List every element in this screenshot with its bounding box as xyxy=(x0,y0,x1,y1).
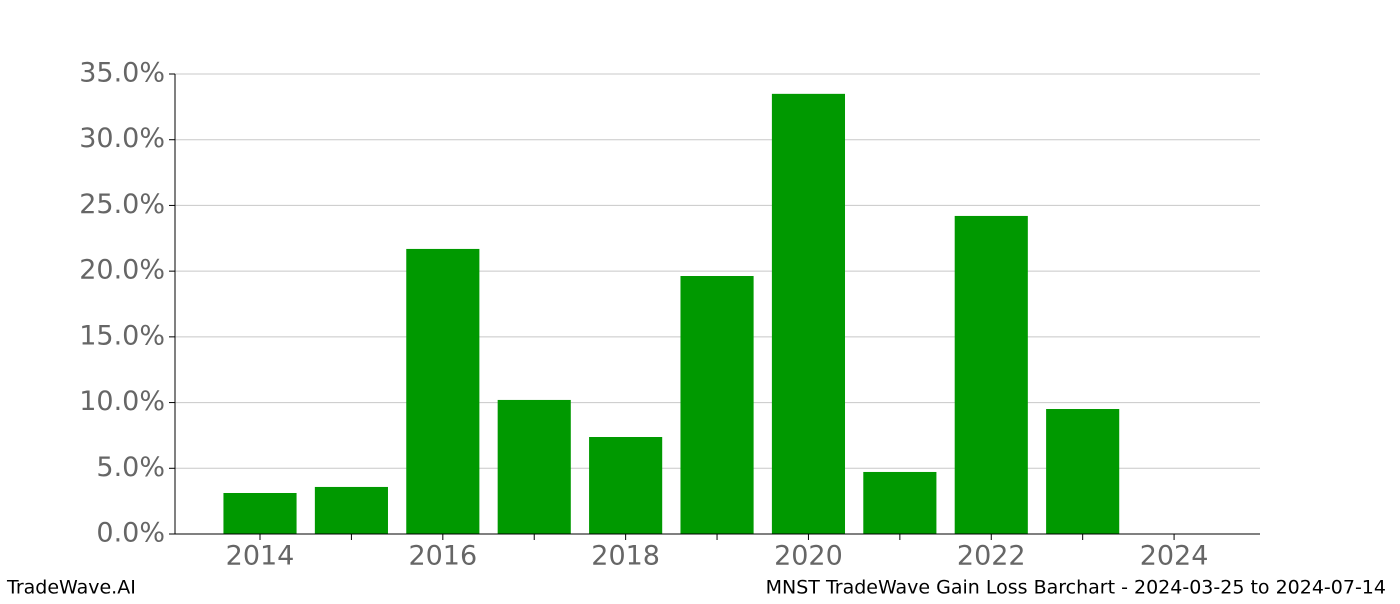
footer-left: TradeWave.AI xyxy=(6,577,136,599)
bar xyxy=(954,215,1028,534)
y-tick-label: 5.0% xyxy=(96,452,165,483)
y-tick-label: 30.0% xyxy=(79,123,165,154)
y-tick-label: 35.0% xyxy=(79,58,165,89)
bar xyxy=(589,437,663,534)
footer-right: MNST TradeWave Gain Loss Barchart - 2024… xyxy=(766,577,1386,599)
y-tick-label: 15.0% xyxy=(79,320,165,351)
x-tick-label: 2014 xyxy=(226,541,295,572)
y-tick-label: 20.0% xyxy=(79,255,165,286)
bar xyxy=(314,486,388,534)
y-tick-label: 25.0% xyxy=(79,189,165,220)
bar xyxy=(680,276,754,534)
x-tick-label: 2020 xyxy=(774,541,843,572)
bar xyxy=(406,248,480,534)
y-tick-label: 0.0% xyxy=(96,518,165,549)
y-tick-label: 10.0% xyxy=(79,386,165,417)
bar xyxy=(771,93,846,535)
bar xyxy=(497,399,571,534)
x-tick-label: 2018 xyxy=(591,541,660,572)
x-tick-label: 2024 xyxy=(1140,541,1209,572)
x-tick-label: 2022 xyxy=(957,541,1026,572)
bar xyxy=(863,471,937,534)
bar xyxy=(1046,409,1120,534)
x-tick-label: 2016 xyxy=(408,541,477,572)
bar xyxy=(223,492,297,534)
